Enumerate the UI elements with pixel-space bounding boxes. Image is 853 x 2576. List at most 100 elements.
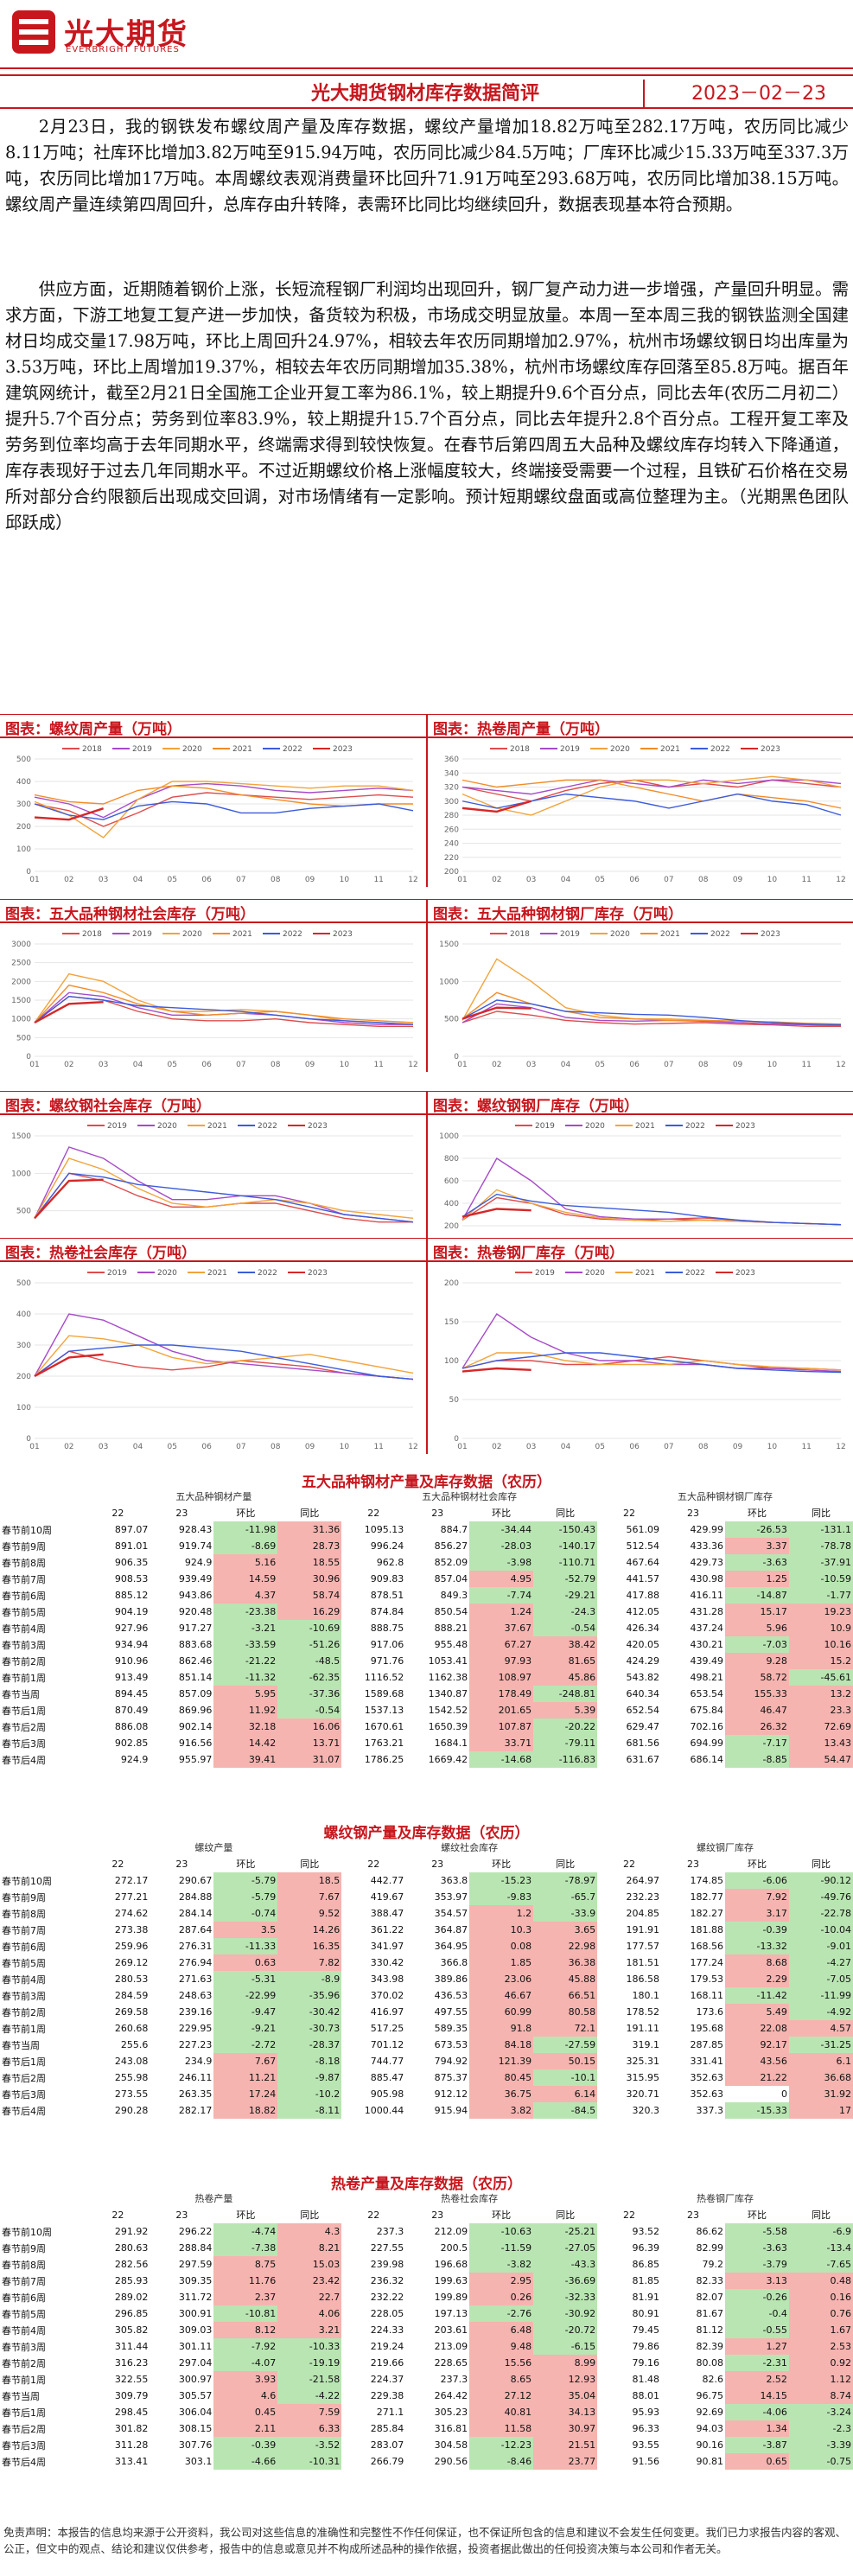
table-cell: -3.98: [469, 1554, 534, 1571]
x-tick-label: 10: [340, 876, 350, 884]
y-tick-label: 1000: [11, 1016, 31, 1024]
y-tick-label: 500: [16, 1279, 31, 1288]
table-cell: -5.79: [213, 1889, 278, 1905]
table-cell: 433.36: [690, 1540, 723, 1552]
table-column-header: 23: [687, 2209, 699, 2221]
table-cell: 237.3: [376, 2226, 404, 2237]
x-tick-label: 10: [767, 876, 778, 884]
legend-item: 2018: [62, 745, 102, 754]
table-cell: 15.03: [277, 2256, 342, 2273]
series-line-2018: [34, 792, 414, 827]
table-cell: 924.9: [120, 1754, 149, 1765]
table-column-header: 23: [431, 1858, 444, 1870]
table-cell: 291.92: [114, 2226, 149, 2237]
table-cell: 10.16: [788, 1636, 853, 1653]
y-tick-label: 1500: [11, 997, 31, 1005]
row-label: 春节后2周: [2, 2072, 46, 2084]
table-cell: 928.43: [178, 1524, 213, 1535]
y-tick-label: 1500: [11, 1132, 31, 1141]
table-column-header: 22: [367, 1858, 380, 1870]
x-tick-label: 02: [64, 1443, 73, 1451]
table-cell: 272.17: [114, 1875, 149, 1886]
table-title: 热卷产量及库存数据（农历）: [331, 2176, 522, 2193]
table-cell: 744.77: [370, 2056, 404, 2067]
x-tick-label: 07: [236, 876, 245, 884]
table-cell: 309.35: [178, 2275, 213, 2286]
table-row: 春节前10周 291.92 296.22 -4.74 4.3 237.3 212.09 -10…: [0, 2223, 853, 2240]
table-cell: 81.67: [696, 2308, 723, 2319]
table-cell: 234.9: [184, 2056, 213, 2067]
chart-svg: 2018 2019 2020 2021 2022 2023 0 500 1000 1500 2000…: [11, 930, 418, 1069]
table-cell: -19.19: [277, 2355, 342, 2371]
table-cell: 702.16: [690, 1721, 723, 1732]
series-line-2020: [462, 775, 842, 816]
table-cell: 290.67: [178, 1875, 213, 1886]
table-cell: 266.79: [370, 2456, 404, 2467]
table-cell: 3.21: [277, 2322, 342, 2338]
y-tick-label: 150: [444, 1318, 459, 1327]
table-cell: 363.8: [440, 1875, 468, 1886]
table-cell: 337.3: [696, 2105, 723, 2116]
x-tick-label: 10: [767, 1061, 778, 1069]
y-tick-label: 220: [444, 854, 459, 863]
series-line-2022: [462, 1193, 842, 1226]
table-cell: -4.27: [788, 1954, 853, 1971]
table-cell: 269.12: [114, 1957, 149, 1968]
table-cell: 1542.52: [428, 1705, 468, 1716]
table-cell: 319.1: [632, 2039, 660, 2050]
table-cell: 180.1: [632, 1990, 660, 2001]
table-cell: 467.64: [626, 1557, 660, 1568]
table-cell: 5.95: [213, 1686, 278, 1702]
x-tick-label: 09: [733, 1443, 743, 1451]
table-cell: 0.65: [724, 2453, 789, 2470]
table-cell: 200.5: [440, 2242, 468, 2254]
table-cell: -0.75: [788, 2453, 853, 2470]
table-row: 春节前6周 259.96 276.31 -11.33 16.35 341.97 364.95…: [0, 1938, 853, 1954]
table-cell: -52.79: [533, 1571, 598, 1587]
table-cell: 8.68: [724, 1954, 789, 1971]
table-cell: 284.88: [178, 1891, 213, 1903]
table-cell: 93.52: [632, 2226, 660, 2237]
table-cell: 908.53: [114, 1573, 149, 1584]
series-line-2022: [462, 1352, 842, 1374]
table-group-header: 热卷钢厂库存: [697, 2193, 754, 2204]
table-row: 春节前1周 260.68 229.95 -9.21 -30.73 517.25 589.35…: [0, 2020, 853, 2037]
table-cell: -0.55: [724, 2322, 789, 2338]
y-tick-label: 0: [26, 868, 31, 877]
table-cell: -8.9: [277, 1971, 342, 1987]
svg-text:2023: 2023: [333, 745, 353, 754]
table-cell: -35.96: [277, 1987, 342, 2004]
y-tick-label: 0: [26, 1435, 31, 1444]
table-cell: 307.76: [178, 2439, 213, 2451]
table-cell: 219.66: [370, 2357, 404, 2369]
table-cell: 943.86: [178, 1590, 213, 1601]
series-line-2023: [462, 1208, 532, 1218]
table-cell: -30.73: [277, 2020, 342, 2037]
table-column-header: 22: [623, 2209, 636, 2221]
table-cell: 273.55: [114, 2088, 149, 2100]
table-row: 春节当周 255.6 227.23 -2.72 -28.37 701.12 673.53 84…: [0, 2037, 853, 2053]
table-cell: 0: [780, 2088, 787, 2100]
table-cell: 909.83: [370, 1573, 404, 1584]
svg-text:2020: 2020: [157, 1269, 177, 1278]
table-cell: 0.92: [788, 2355, 853, 2371]
table-column-header: 环比: [492, 1508, 512, 1519]
table-cell: 1.24: [469, 1604, 534, 1620]
row-label: 春节前10周: [2, 1875, 52, 1887]
table-row: 春节后3周 902.85 916.56 14.42 13.71 1763.21 1684.1…: [0, 1735, 853, 1751]
table-cell: 4.06: [277, 2305, 342, 2322]
chart-title: 图表：热卷社会库存（万吨）: [5, 1245, 196, 1262]
table-cell: 95.93: [632, 2407, 660, 2418]
table-cell: 16.06: [277, 1718, 342, 1735]
series-line-2022: [34, 995, 414, 1025]
table-cell: 1537.13: [364, 1705, 404, 1716]
table-cell: -8.46: [469, 2453, 534, 2470]
table-cell: 15.17: [724, 1604, 789, 1620]
table-cell: 38.42: [533, 1636, 598, 1653]
table-cell: 296.22: [178, 2226, 213, 2237]
chart-svg: 2018 2019 2020 2021 2022 2023 0 500 1000 1500 01 02…: [439, 930, 846, 1069]
table-cell: 640.34: [626, 1688, 660, 1699]
table-cell: 3.82: [469, 2102, 534, 2119]
table-cell: 8.75: [213, 2256, 278, 2273]
x-tick-label: 06: [629, 1061, 640, 1069]
